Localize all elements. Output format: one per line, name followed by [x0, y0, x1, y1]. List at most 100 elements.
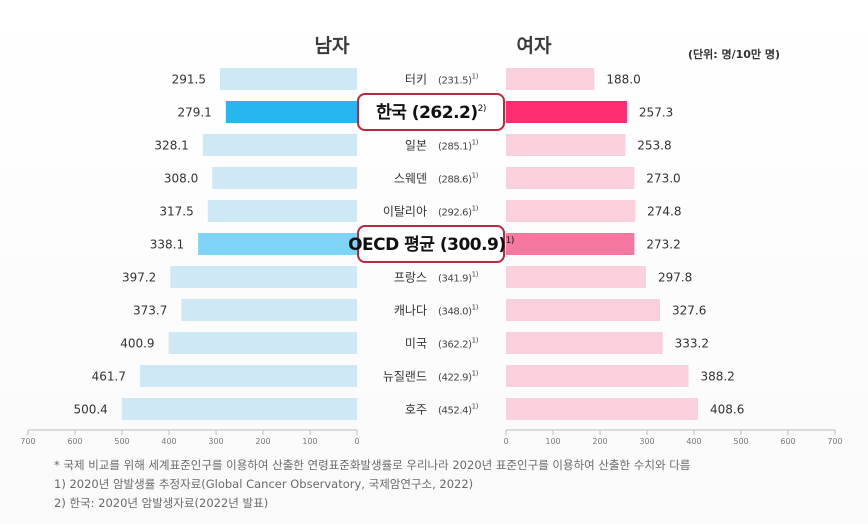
bar-male — [198, 233, 357, 255]
bar-female — [506, 266, 646, 288]
footnote-marker: 1) — [472, 139, 479, 147]
x-tick-label-left: 200 — [255, 437, 270, 446]
value-label-female: 257.3 — [639, 106, 673, 120]
value-label-female: 333.2 — [675, 337, 709, 351]
footnote-marker: 1) — [472, 271, 479, 279]
x-tick-label-left: 300 — [208, 437, 223, 446]
x-tick-label-left: 600 — [67, 437, 82, 446]
category-name: 한국 (262.2) — [376, 103, 478, 123]
value-label-male: 500.4 — [73, 403, 107, 417]
value-label-male: 397.2 — [122, 271, 156, 285]
x-tick-label-right: 600 — [780, 437, 795, 446]
bar-female — [506, 68, 595, 90]
bar-female — [506, 299, 660, 321]
value-label-male: 317.5 — [159, 205, 193, 219]
category-total-value: (231.5) — [438, 76, 472, 87]
bar-female — [506, 101, 627, 123]
bar-female — [506, 398, 699, 420]
bar-male — [212, 167, 357, 189]
value-label-female: 408.6 — [710, 403, 744, 417]
footnote-marker: 1) — [472, 172, 479, 180]
category-total: (422.9)1) — [438, 370, 479, 384]
category-label-highlight: 한국 (262.2)2) — [376, 103, 486, 123]
footnote-marker: 1) — [472, 304, 479, 312]
bar-female — [506, 233, 635, 255]
x-tick-label-right: 0 — [503, 437, 508, 446]
category-total: (288.6)1) — [438, 172, 479, 186]
x-tick-label-left: 100 — [302, 437, 317, 446]
value-label-male: 373.7 — [133, 304, 167, 318]
value-label-female: 297.8 — [658, 271, 692, 285]
footnote-marker: 1) — [506, 236, 514, 246]
footnote-marker: 2) — [478, 104, 486, 114]
category-total-value: (288.6) — [438, 175, 472, 186]
value-label-male: 279.1 — [177, 106, 211, 120]
bar-female — [506, 167, 635, 189]
category-total-value: (292.6) — [438, 208, 472, 219]
x-tick-label-left: 0 — [354, 437, 359, 446]
bar-male — [140, 365, 357, 387]
x-tick-label-right: 400 — [686, 437, 701, 446]
highlight-box — [357, 225, 505, 263]
category-total: (292.6)1) — [438, 205, 479, 219]
footnote-marker: 1) — [472, 370, 479, 378]
x-tick-label-right: 100 — [545, 437, 560, 446]
value-label-male: 461.7 — [92, 370, 126, 384]
value-label-female: 253.8 — [637, 139, 671, 153]
footnote-marker: 1) — [472, 73, 479, 81]
value-label-female: 273.2 — [646, 238, 680, 252]
value-label-male: 338.1 — [150, 238, 184, 252]
value-label-female: 188.0 — [606, 73, 640, 87]
category-total: (285.1)1) — [438, 139, 479, 153]
value-label-male: 328.1 — [154, 139, 188, 153]
value-label-female: 388.2 — [700, 370, 734, 384]
footnote-marker: 1) — [472, 205, 479, 213]
bar-female — [506, 134, 626, 156]
category-label-highlight: OECD 평균 (300.9)1) — [348, 235, 514, 255]
category-total: (452.4)1) — [438, 403, 479, 417]
footnote-2: 2) 한국: 2020년 암발생자료(2022년 발표) — [54, 496, 269, 510]
bar-male — [168, 332, 357, 354]
footnote-marker: 1) — [472, 403, 479, 411]
bar-male — [170, 266, 357, 288]
category-label: 뉴질랜드 — [383, 370, 427, 384]
x-tick-label-left: 400 — [161, 437, 176, 446]
category-label: 일본 — [405, 139, 427, 153]
value-label-female: 327.6 — [672, 304, 706, 318]
bar-female — [506, 365, 689, 387]
x-tick-label-right: 300 — [639, 437, 654, 446]
bar-male — [202, 134, 357, 156]
value-label-male: 308.0 — [164, 172, 198, 186]
x-tick-label-right: 500 — [733, 437, 748, 446]
x-tick-label-left: 500 — [114, 437, 129, 446]
category-label: 캐나다 — [394, 304, 427, 318]
category-total-value: (285.1) — [438, 142, 472, 153]
value-label-female: 274.8 — [647, 205, 681, 219]
x-tick-label-right: 200 — [592, 437, 607, 446]
value-label-male: 400.9 — [120, 337, 154, 351]
x-tick-label-left: 700 — [20, 437, 35, 446]
category-label: 프랑스 — [394, 271, 427, 285]
category-label: 미국 — [405, 337, 427, 351]
category-total: (231.5)1) — [438, 73, 479, 87]
footnote-main: * 국제 비교를 위해 세계표준인구를 이용하여 산출한 연령표준화발생률로 우… — [54, 458, 691, 472]
category-total-value: (348.0) — [438, 307, 472, 318]
bar-male — [207, 200, 357, 222]
bar-male — [181, 299, 357, 321]
category-total-value: (362.2) — [438, 340, 472, 351]
bar-male — [121, 398, 357, 420]
highlight-box — [357, 93, 505, 131]
category-label: 터키 — [405, 73, 427, 87]
bar-male — [225, 101, 357, 123]
value-label-male: 291.5 — [172, 73, 206, 87]
legend-male: 남자 — [315, 35, 350, 57]
footnote-1: 1) 2020년 암발생률 추정자료(Global Cancer Observa… — [54, 477, 474, 491]
category-total-value: (341.9) — [438, 274, 472, 285]
bar-male — [219, 68, 357, 90]
unit-label: (단위: 명/10만 명) — [688, 47, 780, 61]
category-total-value: (452.4) — [438, 406, 472, 417]
category-total: (348.0)1) — [438, 304, 479, 318]
legend-female: 여자 — [517, 35, 552, 57]
category-total: (362.2)1) — [438, 337, 479, 351]
